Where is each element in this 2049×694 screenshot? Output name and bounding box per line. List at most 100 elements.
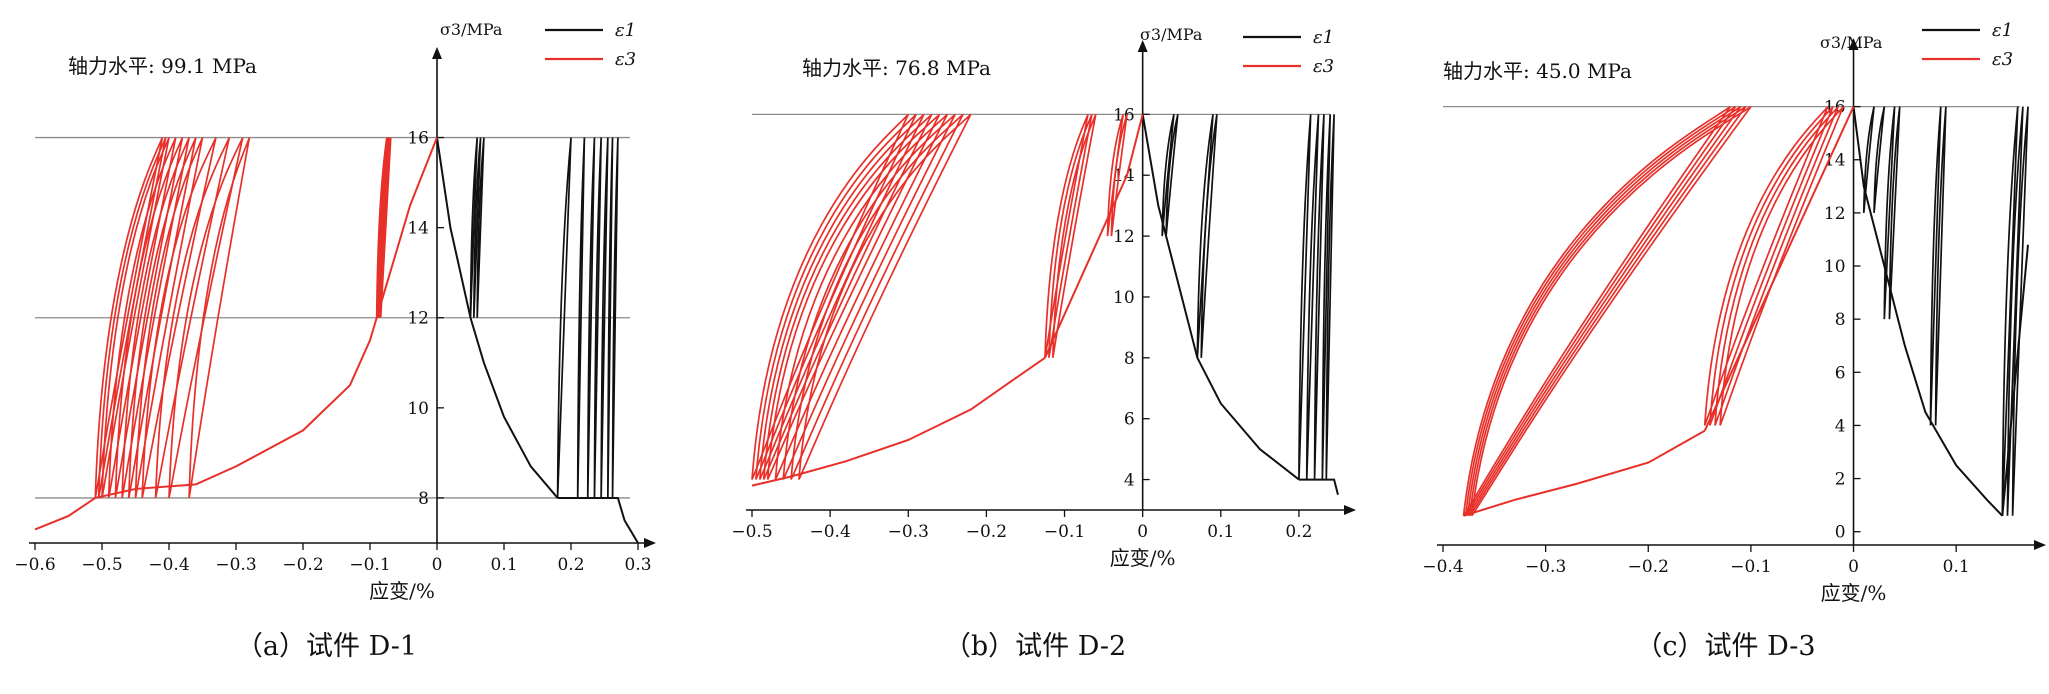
hysteresis-loop bbox=[782, 113, 956, 480]
chart-panel-1: −0.6 −0.5 −0.4 −0.3 −0.2 −0.1 0 0.1 0.2 0.3 8 10 12 1… bbox=[14, 20, 656, 603]
legend-label-epsilon3: ε3 bbox=[615, 49, 636, 70]
y-tick-label: 2 bbox=[1835, 470, 1846, 490]
hysteresis-loop bbox=[1714, 106, 1839, 426]
legend-label-epsilon1: ε1 bbox=[615, 20, 636, 41]
hysteresis-loop bbox=[469, 137, 479, 318]
x-axis-arrow bbox=[1344, 505, 1356, 515]
y-tick-label: 14 bbox=[407, 219, 429, 239]
hysteresis-loop bbox=[1862, 106, 1875, 213]
x-tick-label: −0.3 bbox=[1525, 557, 1566, 577]
hysteresis-loop bbox=[1165, 114, 1179, 237]
x-tick-label: −0.1 bbox=[1730, 557, 1771, 577]
hysteresis-loop bbox=[97, 137, 167, 499]
y-tick-label: 12 bbox=[1113, 227, 1135, 247]
x-tick-label: 0.1 bbox=[1943, 557, 1970, 577]
hysteresis-loop bbox=[1325, 114, 1335, 480]
y-axis-title: σ3/MPa bbox=[440, 20, 503, 39]
hysteresis-loop bbox=[1110, 114, 1128, 237]
x-tick-label: −0.3 bbox=[888, 522, 929, 542]
hysteresis-loop bbox=[1708, 106, 1834, 426]
y-tick-label: 12 bbox=[1824, 204, 1846, 224]
y-tick-label: 16 bbox=[407, 129, 429, 149]
series-epsilon3 bbox=[751, 113, 1144, 487]
y-tick-label: 4 bbox=[1835, 416, 1846, 436]
series-epsilon3 bbox=[34, 137, 438, 531]
y-axis-arrow bbox=[1137, 40, 1148, 52]
envelope-curve bbox=[436, 137, 559, 499]
x-axis-title: 应变/% bbox=[1821, 581, 1887, 605]
hysteresis-loop bbox=[141, 137, 217, 499]
axial-force-annotation: 轴力水平: 76.8 MPa bbox=[802, 56, 991, 80]
legend-label-epsilon3: ε3 bbox=[1992, 49, 2013, 70]
y-axis-title: σ3/MPa bbox=[1820, 33, 1883, 52]
x-tick-label: −0.5 bbox=[81, 555, 122, 575]
x-tick-label: −0.2 bbox=[966, 522, 1007, 542]
y-tick-label: 10 bbox=[1824, 257, 1846, 277]
x-tick-label: 0 bbox=[432, 555, 443, 575]
y-axis-arrow bbox=[1848, 38, 1859, 50]
x-tick-label: 0.3 bbox=[624, 555, 651, 575]
x-tick-label: −0.1 bbox=[349, 555, 390, 575]
hysteresis-loop bbox=[1703, 106, 1829, 426]
x-tick-label: 0 bbox=[1137, 522, 1148, 542]
hysteresis-loop bbox=[1883, 106, 1896, 320]
hysteresis-loop bbox=[1321, 114, 1332, 480]
axial-force-annotation: 轴力水平: 45.0 MPa bbox=[1443, 59, 1632, 83]
y-tick-label: 10 bbox=[1113, 288, 1135, 308]
hysteresis-loop bbox=[476, 137, 485, 318]
hysteresis-loop bbox=[556, 137, 572, 498]
figure-caption-2: （b）试件 D-2 bbox=[944, 631, 1126, 662]
hysteresis-loop bbox=[1106, 114, 1124, 237]
hysteresis-loop bbox=[2006, 106, 2024, 516]
hysteresis-loop bbox=[1462, 105, 1732, 517]
hysteresis-loop bbox=[774, 113, 949, 480]
tail-curve bbox=[1703, 106, 1855, 432]
hysteresis-loop bbox=[1470, 105, 1752, 517]
tail-curve bbox=[375, 137, 438, 319]
hysteresis-loop bbox=[1468, 105, 1747, 517]
x-axis-arrow bbox=[2034, 540, 2046, 550]
y-tick-label: 8 bbox=[1835, 310, 1846, 330]
hysteresis-loop bbox=[586, 137, 596, 498]
hysteresis-loop bbox=[762, 113, 933, 480]
y-axis-arrow bbox=[432, 47, 442, 59]
hysteresis-loop bbox=[188, 137, 251, 499]
x-tick-label: −0.1 bbox=[1044, 522, 1085, 542]
hysteresis-loop bbox=[790, 113, 964, 480]
hysteresis-loop bbox=[1313, 114, 1325, 480]
y-tick-label: 6 bbox=[1835, 363, 1846, 383]
hysteresis-loop bbox=[2001, 106, 2019, 516]
y-tick-label: 8 bbox=[418, 489, 429, 509]
x-tick-label: −0.4 bbox=[809, 522, 850, 542]
x-tick-label: −0.4 bbox=[1422, 557, 1463, 577]
hysteresis-loop bbox=[379, 137, 392, 318]
x-axis-arrow bbox=[644, 538, 656, 548]
y-tick-label: 4 bbox=[1124, 471, 1135, 491]
hysteresis-loop bbox=[576, 137, 586, 498]
y-tick-label: 8 bbox=[1124, 349, 1135, 369]
hysteresis-loop bbox=[755, 113, 917, 480]
hysteresis-loop bbox=[1929, 106, 1942, 426]
x-tick-label: −0.2 bbox=[282, 555, 323, 575]
tail-curve bbox=[1044, 114, 1144, 359]
x-tick-label: −0.2 bbox=[1628, 557, 1669, 577]
x-tick-label: 0 bbox=[1848, 557, 1859, 577]
y-axis-title: σ3/MPa bbox=[1140, 25, 1203, 44]
hysteresis-loop bbox=[473, 137, 482, 318]
x-tick-label: 0.2 bbox=[1285, 522, 1312, 542]
figure-caption-3: （c）试件 D-3 bbox=[1635, 631, 1815, 662]
hysteresis-loop bbox=[1196, 114, 1214, 358]
hysteresis-loop bbox=[2011, 106, 2029, 516]
y-tick-label: 6 bbox=[1124, 410, 1135, 430]
series-epsilon1 bbox=[436, 137, 639, 544]
figure-caption-1: （a）试件 D-1 bbox=[236, 631, 417, 662]
envelope-curve bbox=[1852, 106, 2004, 517]
legend-label-epsilon1: ε1 bbox=[1313, 27, 1334, 48]
x-tick-label: 0.2 bbox=[557, 555, 584, 575]
envelope-curve bbox=[34, 317, 378, 531]
legend-label-epsilon1: ε1 bbox=[1992, 20, 2013, 41]
hysteresis-loop bbox=[168, 137, 244, 499]
hysteresis-loop bbox=[1200, 114, 1218, 358]
chart-panel-3: −0.4 −0.3 −0.2 −0.1 0 0.10246810121416σ3/MPa应… bbox=[1422, 20, 2046, 605]
